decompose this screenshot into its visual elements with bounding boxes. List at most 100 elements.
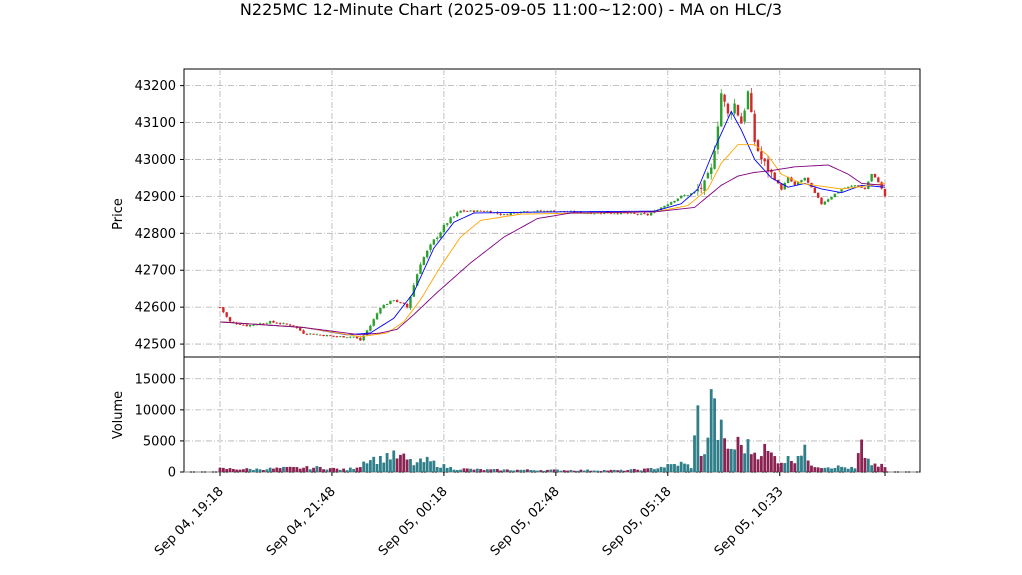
candle-body <box>262 323 265 325</box>
price-y-tick-label: 42500 <box>135 338 176 353</box>
volume-bar <box>639 470 643 472</box>
volume-bar <box>716 439 720 472</box>
x-tick-label: Sep 04, 21:48 <box>264 484 339 559</box>
candle-body <box>285 323 289 325</box>
candle-body <box>830 196 833 200</box>
candle-body <box>446 223 449 225</box>
volume-bar <box>399 454 402 472</box>
candle-body <box>509 213 512 216</box>
candle-body <box>516 212 519 214</box>
candle-body <box>703 180 706 191</box>
volume-bar <box>322 469 325 472</box>
volume-bar <box>589 470 593 472</box>
candle-body <box>753 113 756 142</box>
volume-bar <box>265 469 269 472</box>
candle-body <box>760 151 763 160</box>
volume-bar <box>328 468 332 472</box>
candle-body <box>766 159 770 172</box>
volume-bar <box>462 468 466 472</box>
volume-bar <box>619 469 623 472</box>
volume-bar <box>602 470 606 472</box>
candle-body <box>706 172 710 179</box>
candle-body <box>816 192 820 198</box>
price-y-tick-label: 42700 <box>135 264 176 279</box>
candle-body <box>405 304 409 308</box>
volume-bar <box>449 466 452 472</box>
volume-bar <box>238 469 242 472</box>
volume-bar <box>469 468 473 472</box>
volume-y-tick-label: 10000 <box>135 403 176 418</box>
candle-body <box>626 212 629 214</box>
volume-bar <box>880 463 884 472</box>
candle-body <box>369 325 372 331</box>
volume-bar <box>586 469 589 472</box>
volume-bar <box>395 458 399 472</box>
volume-bar <box>392 450 396 472</box>
volume-bar <box>379 455 382 472</box>
volume-bar <box>873 463 877 472</box>
volume-bar <box>285 467 289 472</box>
volume-bar <box>312 467 315 472</box>
volume-bar <box>729 448 733 472</box>
candle-body <box>806 177 810 183</box>
candle-body <box>803 177 806 181</box>
volume-bar <box>479 469 483 472</box>
candle-body <box>756 140 760 151</box>
moving-average-line-3 <box>219 164 886 336</box>
volume-bar <box>616 470 620 472</box>
x-tick-label: Sep 05, 10:33 <box>712 484 787 559</box>
price-y-tick-label: 42900 <box>135 190 176 205</box>
candle-body <box>633 212 636 214</box>
volume-bar <box>475 468 479 472</box>
candle-body <box>382 305 385 309</box>
volume-bar <box>536 470 539 472</box>
candle-body <box>673 200 676 203</box>
candle-body <box>452 216 456 218</box>
volume-bar <box>629 469 633 472</box>
volume-bar <box>766 450 770 472</box>
candle-body <box>385 304 389 305</box>
volume-bar <box>582 470 586 472</box>
volume-bar <box>636 469 640 472</box>
volume-bar <box>355 467 359 472</box>
candle-body <box>870 173 873 182</box>
candle-body <box>780 183 783 190</box>
candle-body <box>422 257 426 265</box>
candle-body <box>686 195 690 196</box>
volume-bar <box>883 467 887 472</box>
candle-body <box>629 212 633 214</box>
volume-bar <box>275 467 279 472</box>
candle-body <box>469 210 472 212</box>
candle-body <box>796 182 800 186</box>
volume-bar <box>656 468 660 472</box>
price-y-tick-label: 43200 <box>135 79 176 94</box>
volume-bar <box>663 467 666 472</box>
volume-bar <box>706 437 710 472</box>
volume-bar <box>308 469 312 472</box>
volume-bar <box>726 448 730 472</box>
volume-bar <box>653 469 656 472</box>
candle-body <box>436 237 439 239</box>
volume-bar <box>325 469 329 472</box>
volume-bar <box>372 456 376 472</box>
volume-bar <box>749 454 753 472</box>
volume-bar <box>599 470 603 472</box>
volume-bar <box>572 470 576 472</box>
volume-bar <box>863 457 867 472</box>
candle-body <box>743 110 746 122</box>
candle-body <box>319 334 322 336</box>
volume-bar <box>686 464 690 472</box>
volume-bar <box>218 467 222 472</box>
volume-bar <box>258 469 262 472</box>
volume-bar <box>679 461 683 472</box>
candle-body <box>793 181 796 185</box>
candle-body <box>472 210 476 212</box>
volume-bar <box>552 469 556 472</box>
volume-bar <box>318 466 322 472</box>
candle-body <box>432 239 436 245</box>
volume-bar <box>736 436 740 472</box>
candle-body <box>402 302 405 304</box>
volume-bar <box>769 452 773 472</box>
candle-body <box>666 204 669 207</box>
volume-bar <box>499 470 503 472</box>
